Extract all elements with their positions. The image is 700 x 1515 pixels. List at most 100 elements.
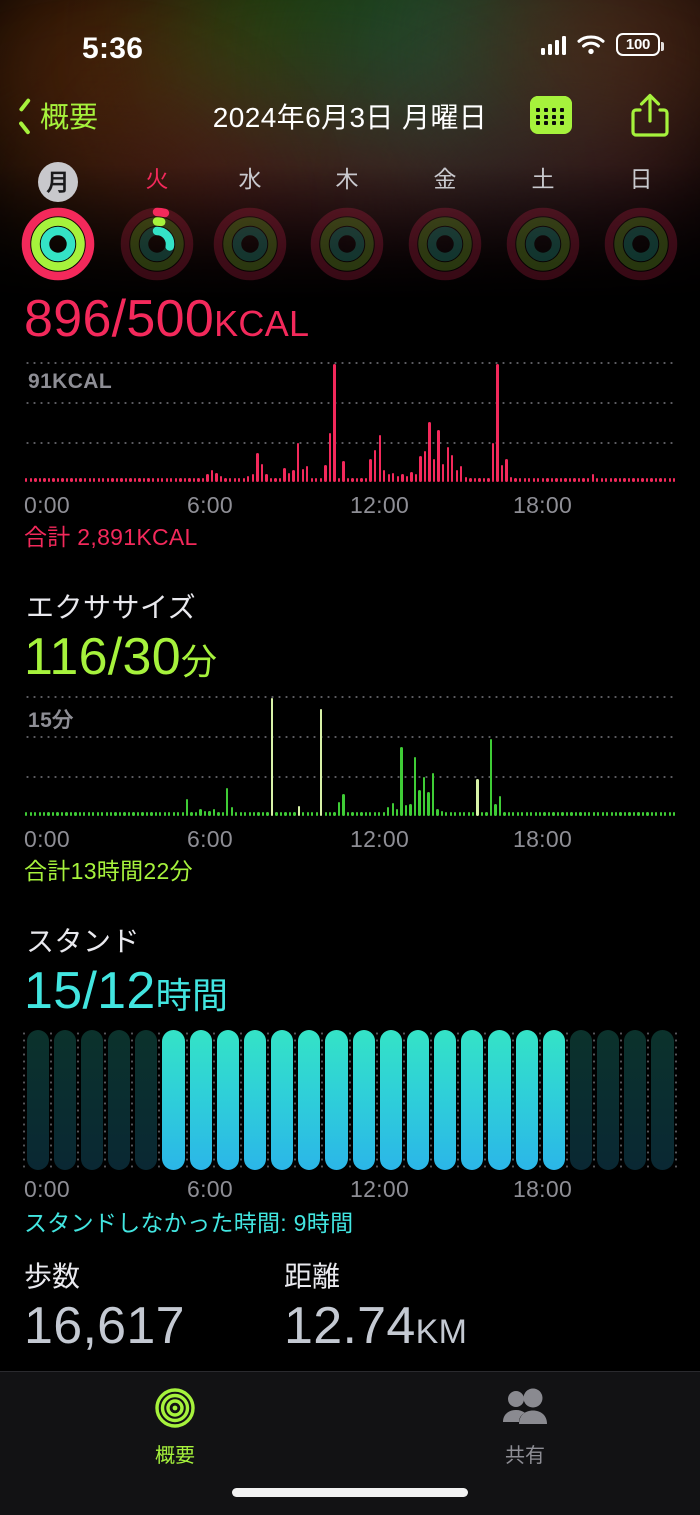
move-bar xyxy=(88,478,91,482)
exercise-bar xyxy=(521,812,524,816)
move-bar xyxy=(52,478,55,482)
week-day-6[interactable]: 日 xyxy=(591,162,691,282)
calendar-icon[interactable] xyxy=(530,96,572,134)
exercise-bar xyxy=(248,812,251,816)
exercise-bar xyxy=(431,772,435,816)
steps-stat: 歩数 16,617 xyxy=(24,1255,284,1363)
exercise-bar xyxy=(440,811,443,816)
stand-hour-cell xyxy=(160,1030,188,1170)
week-day-2[interactable]: 水 xyxy=(200,162,300,282)
week-day-0[interactable]: 月 xyxy=(8,162,108,282)
exercise-bar xyxy=(114,812,117,816)
move-bar xyxy=(310,478,313,482)
stand-separator xyxy=(538,1030,541,1170)
move-bar xyxy=(532,478,535,482)
exercise-bar xyxy=(387,807,390,816)
move-bar xyxy=(210,470,214,482)
exercise-bar xyxy=(391,803,394,816)
status-bar-time: 5:36 xyxy=(82,32,144,65)
exercise-bar xyxy=(507,812,510,816)
move-bar xyxy=(56,478,60,482)
exercise-bar xyxy=(650,812,653,816)
exercise-chart[interactable]: 15分 xyxy=(24,696,676,816)
stand-separator xyxy=(484,1030,487,1170)
move-bar xyxy=(374,449,377,482)
exercise-bar xyxy=(105,812,108,816)
wifi-icon xyxy=(577,35,605,55)
exercise-bar xyxy=(324,812,327,816)
move-bar xyxy=(351,478,354,482)
stand-hour-cell xyxy=(133,1030,161,1170)
share-icon[interactable] xyxy=(630,92,670,138)
stand-bar-active xyxy=(243,1030,267,1170)
tab-sharing[interactable]: 共有 xyxy=(425,1386,625,1468)
move-bar xyxy=(573,478,576,482)
stand-separator xyxy=(593,1030,596,1170)
stand-chart[interactable] xyxy=(22,1030,677,1170)
move-bar xyxy=(138,478,141,482)
exercise-bar xyxy=(655,812,658,816)
week-day-3[interactable]: 木 xyxy=(297,162,397,282)
week-day-1[interactable]: 火 xyxy=(107,162,207,282)
move-bar xyxy=(414,474,418,482)
exercise-bar xyxy=(476,779,479,816)
battery-icon: 100 xyxy=(616,33,664,56)
home-indicator[interactable] xyxy=(232,1488,468,1497)
tab-summary[interactable]: 概要 xyxy=(75,1386,275,1468)
stand-separator xyxy=(267,1030,270,1170)
week-day-5[interactable]: 土 xyxy=(493,162,593,282)
week-day-selector: 月火水木金土日 xyxy=(0,162,700,284)
exercise-bar xyxy=(592,812,595,816)
exercise-bar xyxy=(351,812,354,816)
exercise-bar xyxy=(530,812,533,816)
move-bar xyxy=(451,454,454,482)
exercise-bar xyxy=(56,812,59,816)
move-bar xyxy=(174,478,177,482)
stand-bar-inactive xyxy=(651,1030,674,1170)
move-bar xyxy=(206,474,209,482)
stand-hour-cell xyxy=(567,1030,596,1170)
exercise-bar xyxy=(217,812,220,816)
move-bar xyxy=(287,472,291,482)
move-bar xyxy=(405,475,409,482)
stand-bar-inactive xyxy=(26,1030,49,1170)
gridline xyxy=(24,362,676,364)
exercise-bar xyxy=(632,812,636,816)
steps-value: 16,617 xyxy=(24,1295,284,1363)
exercise-bar xyxy=(29,812,32,816)
exercise-bar xyxy=(288,812,292,816)
move-bar xyxy=(582,478,585,482)
stand-section: スタンド 15/12時間 xyxy=(0,920,700,1027)
exercise-bar xyxy=(570,812,573,816)
exercise-bar xyxy=(467,812,470,816)
stand-separator xyxy=(511,1030,514,1170)
exercise-bar xyxy=(235,812,238,816)
stand-hour-cell xyxy=(649,1030,677,1170)
stand-bar-active xyxy=(352,1030,375,1170)
status-bar: 5:36 100 xyxy=(0,0,700,80)
exercise-value-number: 116/30 xyxy=(24,628,181,686)
stand-axis: 0:00 6:00 12:00 18:00 xyxy=(24,1176,676,1206)
move-bar xyxy=(319,478,322,482)
week-day-4[interactable]: 金 xyxy=(395,162,495,282)
exercise-bar xyxy=(614,812,618,816)
move-bar xyxy=(133,478,137,482)
week-day-rings xyxy=(107,206,207,282)
stand-hour-cell xyxy=(595,1030,623,1170)
move-bar xyxy=(142,478,146,482)
stand-hour-cell xyxy=(622,1030,650,1170)
move-axis: 0:00 6:00 12:00 18:00 xyxy=(24,492,676,522)
move-bar xyxy=(519,478,522,482)
exercise-bar xyxy=(92,812,95,816)
exercise-bar xyxy=(42,812,46,816)
exercise-bar xyxy=(668,812,671,816)
exercise-bar xyxy=(83,812,86,816)
exercise-bar xyxy=(337,801,341,816)
stand-separator xyxy=(402,1030,405,1170)
move-chart[interactable]: 91KCAL xyxy=(24,362,676,482)
back-button[interactable]: 概要 xyxy=(18,94,98,136)
stand-separator xyxy=(131,1030,134,1170)
stand-hour-cell xyxy=(241,1030,270,1170)
exercise-bar xyxy=(297,805,300,816)
exercise-bar xyxy=(597,812,600,816)
